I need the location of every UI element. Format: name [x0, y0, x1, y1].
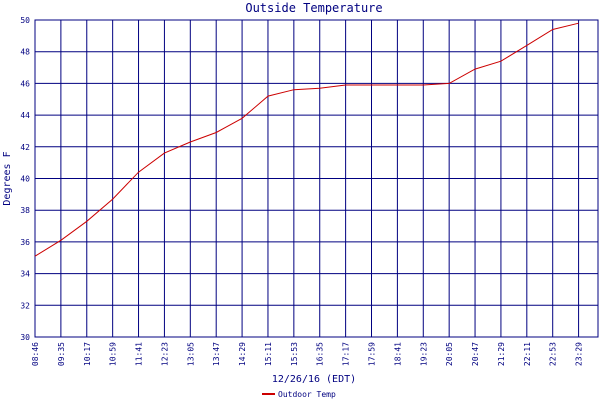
y-tick-label: 42: [20, 143, 30, 152]
x-tick-label: 17:59: [368, 342, 377, 366]
x-tick-label: 10:59: [109, 342, 118, 366]
x-tick-label: 22:11: [523, 342, 532, 366]
y-tick-label: 38: [20, 206, 30, 215]
x-tick-label: 16:35: [316, 342, 325, 366]
y-tick-label: 34: [20, 270, 30, 279]
x-tick-labels: 08:46 09:35 10:17 10:59 11:41 12:23 13:05 13:47…: [31, 342, 584, 366]
x-tick-label: 22:53: [549, 342, 558, 366]
y-tick-label: 46: [20, 79, 30, 88]
x-tick-label: 19:23: [419, 342, 428, 366]
x-tick-label: 13:05: [186, 342, 195, 366]
x-tick-label: 14:29: [238, 342, 247, 366]
x-tick-label: 09:35: [57, 342, 66, 366]
x-tick-label: 18:41: [393, 342, 402, 366]
y-axis-label: Degrees F: [2, 151, 13, 205]
y-tick-label: 44: [20, 111, 30, 120]
x-axis-label: 12/26/16 (EDT): [272, 374, 356, 385]
grid-lines: [34, 19, 599, 338]
y-tick-label: 30: [20, 333, 30, 342]
x-tick-label: 15:11: [264, 342, 273, 366]
y-tick-label: 40: [20, 175, 30, 184]
x-tick-label: 08:46: [31, 342, 40, 366]
x-tick-label: 23:29: [575, 342, 584, 366]
x-tick-label: 20:47: [471, 342, 480, 366]
y-tick-label: 36: [20, 238, 30, 247]
chart-title: Outside Temperature: [245, 1, 382, 15]
x-tick-label: 10:17: [83, 342, 92, 366]
x-tick-label: 12:23: [160, 342, 169, 366]
x-tick-label: 11:41: [135, 342, 144, 366]
series-layer: [34, 22, 579, 257]
x-tick-label: 20:05: [445, 342, 454, 366]
legend: Outdoor Temp: [262, 390, 336, 399]
legend-label: Outdoor Temp: [278, 390, 336, 399]
series-line-outdoor-temp: [34, 22, 579, 257]
y-tick-label: 48: [20, 48, 30, 57]
x-tick-label: 21:29: [497, 342, 506, 366]
x-tick-label: 13:47: [212, 342, 221, 366]
y-tick-label: 50: [20, 16, 30, 25]
y-tick-label: 32: [20, 301, 30, 310]
x-tick-label: 17:17: [342, 342, 351, 366]
x-tick-label: 15:53: [290, 342, 299, 366]
y-tick-labels: 30 32 34 36 38 40 42 44 46 48 50: [20, 16, 30, 342]
